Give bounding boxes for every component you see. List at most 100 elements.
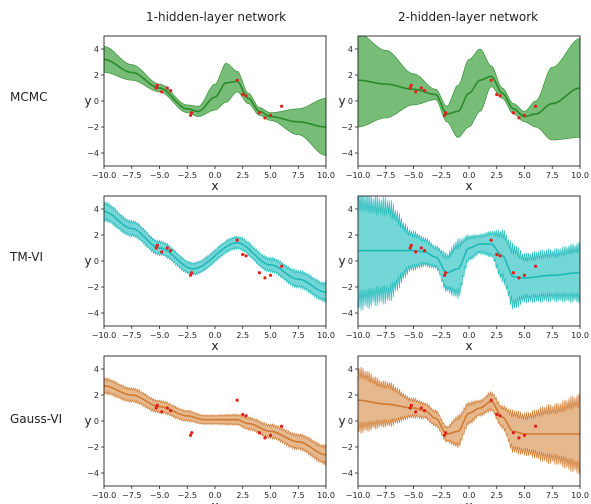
mean-line-mcmc-2 [358,75,580,118]
x-tick-label-mcmc-1-2: −7.5 [122,171,141,180]
x-axis-label-tm-vi-1: x [211,339,218,353]
row-label-mcmc: MCMC [10,90,48,104]
x-tick-label-gauss-vi-1-3: −5.0 [150,491,169,500]
y-tick-label-tm-vi-2-4: 2 [348,231,353,240]
y-tick-label-gauss-vi-2-1: −4 [341,469,353,478]
data-point-gauss-vi-1-7 [190,431,194,435]
y-tick-label-mcmc-1-1: −4 [87,149,99,158]
data-point-mcmc-1-5 [169,89,173,93]
data-point-mcmc-2-8 [489,78,493,82]
x-tick-label-mcmc-2-9: 10.0 [571,171,589,180]
data-point-tm-vi-1-7 [190,271,194,275]
mean-line-mcmc-1 [104,58,326,128]
y-tick-label-mcmc-1-4: 2 [94,71,99,80]
data-point-tm-vi-1-4 [165,246,169,250]
data-point-tm-vi-2-10 [498,254,502,258]
x-tick-label-tm-vi-2-2: −7.5 [376,331,395,340]
data-point-gauss-vi-2-5 [423,409,427,413]
y-tick-label-tm-vi-1-5: 4 [94,205,99,214]
y-tick-label-mcmc-1-3: 0 [94,97,99,106]
x-tick-label-mcmc-2-1: −10.0 [346,171,371,180]
x-tick-label-tm-vi-1-2: −7.5 [122,331,141,340]
data-point-mcmc-1-6 [188,113,193,117]
subplot-mcmc-1: −10.0 −7.5 −5.0 −2.5 0.0 2.5 5.0 7.5 10.0 −4 −2 0 2 4… [84,35,335,193]
data-point-gauss-vi-2-14 [534,424,538,428]
x-tick-label-gauss-vi-2-7: 5.0 [518,491,531,500]
x-tick-label-mcmc-2-8: 7.5 [546,171,559,180]
y-tick-label-gauss-vi-1-3: 0 [94,417,99,426]
y-tick-label-mcmc-2-5: 4 [348,45,353,54]
y-tick-label-gauss-vi-2-3: 0 [348,417,353,426]
data-point-gauss-vi-1-10 [244,414,248,418]
data-point-gauss-vi-1-14 [280,424,284,428]
data-point-mcmc-1-13 [268,113,273,117]
y-tick-label-tm-vi-1-4: 2 [94,231,99,240]
x-tick-label-gauss-vi-1-6: 2.5 [236,491,249,500]
data-point-gauss-vi-2-11 [511,431,515,435]
uncertainty-band-tm-vi-1 [104,200,326,304]
data-point-gauss-vi-1-9 [241,412,245,417]
data-point-mcmc-1-7 [190,111,194,115]
data-point-mcmc-1-8 [235,78,239,82]
x-tick-label-tm-vi-2-9: 10.0 [571,331,589,340]
data-point-mcmc-1-9 [241,92,245,97]
y-tick-label-tm-vi-2-1: −4 [341,309,353,318]
x-tick-label-tm-vi-1-9: 10.0 [317,331,335,340]
x-axis-label-gauss-vi-1: x [211,499,218,504]
x-tick-label-gauss-vi-1-8: 7.5 [292,491,305,500]
x-tick-label-mcmc-1-4: −2.5 [178,171,197,180]
x-tick-label-gauss-vi-2-2: −7.5 [376,491,395,500]
y-tick-label-mcmc-1-2: −2 [87,123,99,132]
x-tick-label-gauss-vi-1-4: −2.5 [178,491,197,500]
data-point-mcmc-2-14 [534,104,538,108]
x-axis-label-tm-vi-2: x [465,339,472,353]
data-point-mcmc-2-12 [517,116,521,120]
y-tick-label-mcmc-2-2: −2 [341,123,353,132]
data-point-mcmc-2-11 [511,111,515,115]
x-tick-label-tm-vi-2-1: −10.0 [346,331,371,340]
data-point-gauss-vi-1-2 [155,403,159,407]
y-tick-label-gauss-vi-1-4: 2 [94,391,99,400]
y-axis-label-gauss-vi-1: y [84,414,91,428]
subplot-mcmc-2: −10.0 −7.5 −5.0 −2.5 0.0 2.5 5.0 7.5 10.0 −4 −2 0 2 4… [338,35,589,193]
x-tick-label-gauss-vi-1-9: 10.0 [317,491,335,500]
data-point-tm-vi-1-5 [169,249,173,253]
mean-line-tm-vi-1 [104,210,326,293]
x-tick-label-tm-vi-1-3: −5.0 [150,331,169,340]
y-tick-label-tm-vi-2-3: 0 [348,257,353,266]
x-tick-label-mcmc-2-5: 0.0 [463,171,476,180]
x-tick-label-mcmc-2-3: −5.0 [404,171,423,180]
data-point-tm-vi-2-13 [522,273,527,277]
x-tick-label-tm-vi-2-4: −2.5 [432,331,451,340]
y-tick-label-mcmc-2-4: 2 [348,71,353,80]
y-tick-label-mcmc-2-1: −4 [341,149,353,158]
mean-line-gauss-vi-2 [358,399,580,435]
data-point-mcmc-1-3 [160,90,164,94]
x-tick-label-tm-vi-1-5: 0.0 [209,331,222,340]
data-point-gauss-vi-2-2 [409,403,413,407]
x-tick-label-mcmc-2-4: −2.5 [432,171,451,180]
data-point-gauss-vi-1-1 [154,406,158,410]
y-tick-label-gauss-vi-1-1: −4 [87,469,99,478]
y-tick-label-mcmc-1-5: 4 [94,45,99,54]
x-tick-label-tm-vi-1-8: 7.5 [292,331,305,340]
data-point-mcmc-2-4 [419,86,423,90]
x-tick-label-gauss-vi-1-2: −7.5 [122,491,141,500]
y-axis-label-gauss-vi-2: y [338,414,345,428]
data-point-tm-vi-2-3 [414,250,418,254]
x-tick-label-tm-vi-1-1: −10.0 [92,331,117,340]
uncertainty-band-mcmc-2 [358,36,580,141]
data-point-tm-vi-2-9 [495,252,499,257]
x-tick-label-mcmc-1-8: 7.5 [292,171,305,180]
data-point-mcmc-2-3 [414,90,418,94]
x-tick-label-tm-vi-2-8: 7.5 [546,331,559,340]
data-point-mcmc-2-5 [423,89,427,93]
uncertainty-band-gauss-vi-1 [104,376,326,467]
data-point-tm-vi-2-4 [419,246,423,250]
x-tick-label-tm-vi-2-5: 0.0 [463,331,476,340]
data-point-mcmc-2-7 [444,111,448,115]
x-axis-label-gauss-vi-2: x [465,499,472,504]
subplot-gauss-vi-2: −10.0 −7.5 −5.0 −2.5 0.0 2.5 5.0 7.5 10.0 −4 −2 0 2 4… [338,355,589,504]
data-point-mcmc-2-9 [495,92,499,97]
